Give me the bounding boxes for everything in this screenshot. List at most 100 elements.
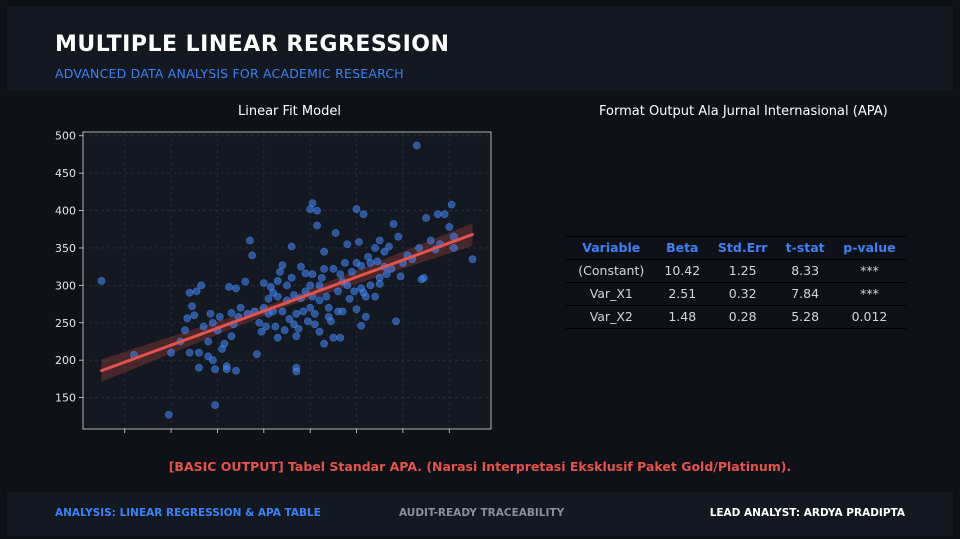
y-tick-label: 350 <box>55 242 76 255</box>
scatter-point <box>183 314 192 323</box>
scatter-point <box>276 267 284 276</box>
scatter-point <box>320 247 328 256</box>
page-title: MULTIPLE LINEAR REGRESSION <box>55 32 450 57</box>
apa-table-container: Variable Beta Std.Err t-stat p-value (Co… <box>566 236 906 329</box>
scatter-point <box>192 287 201 296</box>
scatter-point <box>280 326 289 335</box>
y-tick-label: 150 <box>55 392 76 405</box>
scatter-point <box>415 244 423 252</box>
scatter-point <box>285 315 294 323</box>
scatter-point <box>313 221 321 230</box>
table-cell: 5.28 <box>777 305 833 329</box>
table-cell: 0.28 <box>708 305 778 329</box>
scatter-point <box>211 401 219 409</box>
table-cell: 7.84 <box>777 282 833 306</box>
table-cell: 0.32 <box>708 282 778 306</box>
scatter-point <box>310 320 319 329</box>
scatter-point <box>433 210 442 219</box>
scatter-point <box>338 307 347 316</box>
table-cell: (Constant) <box>566 259 657 283</box>
scatter-points-layer <box>97 141 477 419</box>
scatter-point <box>303 317 312 326</box>
scatter-point <box>375 279 384 288</box>
scatter-point <box>199 322 208 331</box>
scatter-point <box>208 318 217 327</box>
y-tick-label: 200 <box>55 354 76 367</box>
scatter-point <box>211 365 219 374</box>
scatter-point <box>412 141 421 150</box>
scatter-point <box>273 292 282 301</box>
scatter-point <box>447 200 456 209</box>
chart-axes: 1020304050607080150200250300350400450500 <box>55 130 492 433</box>
regression-chart: 1020304050607080150200250300350400450500 <box>55 130 492 433</box>
scatter-point <box>322 292 331 301</box>
table-row: Var_X2 1.48 0.28 5.28 0.012 <box>566 305 906 329</box>
scatter-point <box>181 326 189 335</box>
table-cell: Var_X1 <box>566 282 657 306</box>
scatter-point <box>164 410 173 419</box>
scatter-point <box>227 332 236 341</box>
scatter-point <box>241 277 250 286</box>
scatter-point <box>341 258 349 267</box>
basic-output-note: [BASIC OUTPUT] Tabel Standar APA. (Naras… <box>168 459 792 474</box>
scatter-point <box>194 348 203 357</box>
scatter-point <box>331 229 340 237</box>
scatter-point <box>190 311 199 320</box>
scatter-point <box>357 321 366 330</box>
scatter-point <box>382 270 391 278</box>
scatter-point <box>329 333 338 342</box>
table-cell: *** <box>832 259 906 283</box>
scatter-point <box>185 288 194 297</box>
scatter-point <box>357 261 366 270</box>
scatter-point <box>215 312 224 321</box>
scatter-point <box>287 242 296 251</box>
scatter-point <box>292 332 301 341</box>
scatter-point <box>97 276 106 285</box>
scatter-point <box>204 337 213 346</box>
scatter-point <box>354 238 363 246</box>
scatter-point <box>292 309 301 318</box>
y-tick-label: 250 <box>55 317 76 330</box>
scatter-point <box>206 309 215 318</box>
scatter-point <box>306 303 315 312</box>
table-cell: 1.25 <box>708 259 778 283</box>
table-title: Format Output Ala Jurnal Internasional (… <box>599 104 888 119</box>
scatter-point <box>236 303 245 312</box>
regression-fit-line <box>100 232 474 373</box>
table-cell: 8.33 <box>777 259 833 283</box>
scatter-point <box>273 333 282 342</box>
scatter-point <box>361 312 370 321</box>
column-header-std-err: Std.Err <box>717 240 768 255</box>
scatter-point <box>347 267 356 276</box>
scatter-point <box>278 261 287 270</box>
scatter-point <box>394 232 403 241</box>
y-tick-label: 300 <box>55 279 76 292</box>
scatter-point <box>350 287 359 296</box>
scatter-point <box>273 276 282 285</box>
scatter-point <box>232 284 240 293</box>
column-header-t-stat: t-stat <box>785 240 825 255</box>
column-header-beta: Beta <box>666 240 699 255</box>
table-cell: 10.42 <box>656 259 709 283</box>
scatter-point <box>225 282 233 291</box>
scatter-point <box>259 279 268 287</box>
scatter-point <box>301 269 310 278</box>
scatter-point <box>194 363 203 372</box>
scatter-point <box>271 322 280 331</box>
scatter-point <box>449 244 458 252</box>
scatter-point <box>208 356 217 365</box>
scatter-point <box>248 251 257 260</box>
scatter-point <box>327 317 335 326</box>
footer-analyst-label: LEAD ANALYST: ARDYA PRADIPTA <box>709 507 905 519</box>
scatter-point <box>334 287 342 296</box>
footer-analysis-label: ANALYSIS: LINEAR REGRESSION & APA TABLE <box>55 507 321 519</box>
scatter-point <box>315 327 324 336</box>
chart-grid <box>83 132 491 429</box>
scatter-point <box>343 240 352 249</box>
scatter-point <box>188 302 196 311</box>
scatter-point <box>245 236 254 245</box>
y-tick-label: 500 <box>55 130 76 143</box>
scatter-point <box>426 236 435 245</box>
scatter-point <box>313 206 321 215</box>
apa-regression-table: Variable Beta Std.Err t-stat p-value (Co… <box>566 236 906 329</box>
